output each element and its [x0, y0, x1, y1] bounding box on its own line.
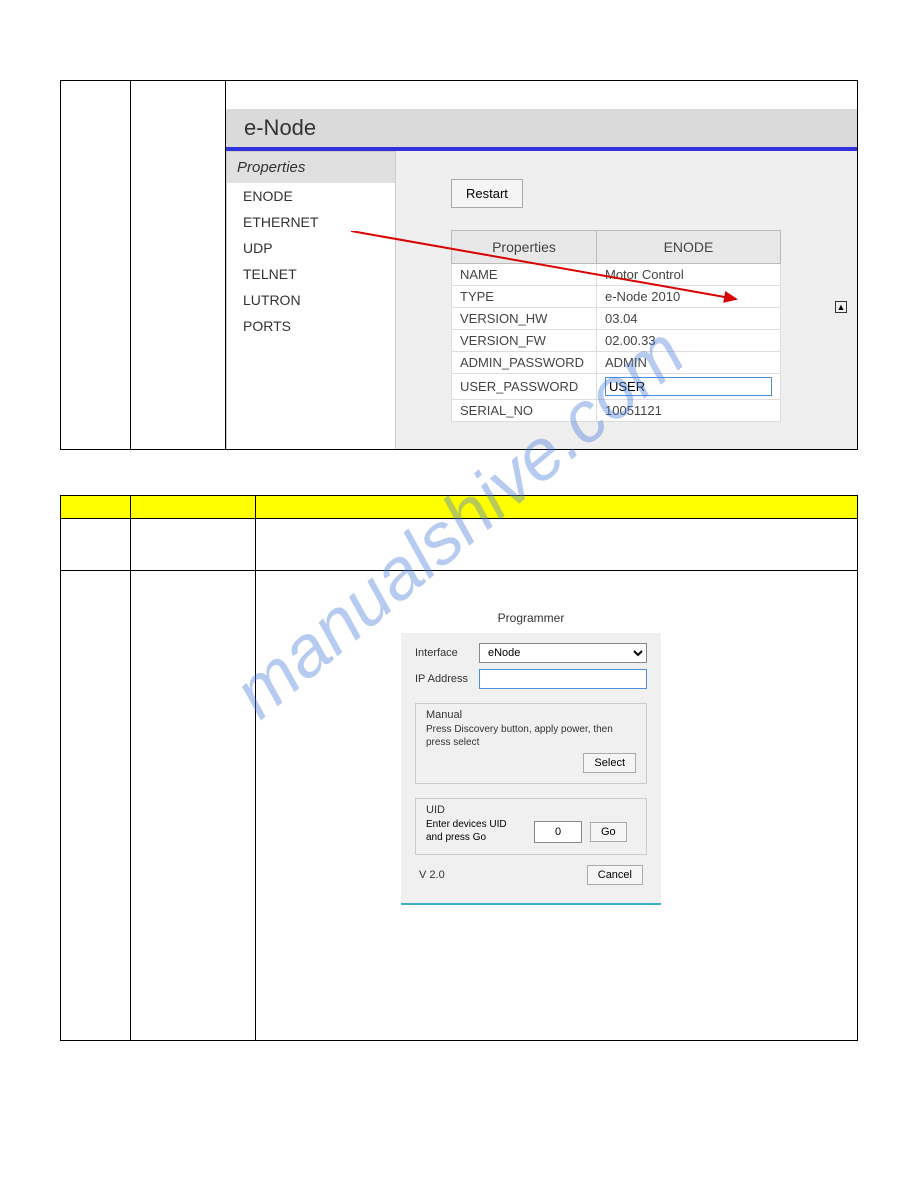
interface-label: Interface	[415, 647, 479, 659]
panel2-r1-c3	[256, 519, 857, 570]
sidebar-item-udp[interactable]: UDP	[227, 235, 395, 261]
uid-legend: UID	[426, 804, 636, 816]
restart-button[interactable]: Restart	[451, 179, 523, 208]
firmware-expand-icon[interactable]: ▲	[835, 301, 847, 313]
yellow-cell-1	[61, 496, 131, 518]
programmer-dialog: Programmer Interface eNode IP Address Ma…	[401, 601, 661, 905]
panel2-row2: Programmer Interface eNode IP Address Ma…	[61, 570, 857, 1040]
prop-cell: SERIAL_NO	[452, 400, 597, 422]
panel2-r1-c2	[131, 519, 256, 570]
yellow-cell-3	[256, 496, 857, 518]
table-row: USER_PASSWORD	[452, 374, 781, 400]
main-area: Restart Properties ENODE NAMEMotor Contr…	[396, 151, 857, 449]
sidebar-item-enode[interactable]: ENODE	[227, 183, 395, 209]
bottom-panel: Programmer Interface eNode IP Address Ma…	[60, 495, 858, 1041]
properties-sidebar: Properties ENODE ETHERNET UDP TELNET LUT…	[226, 151, 396, 449]
prop-cell: ADMIN_PASSWORD	[452, 352, 597, 374]
user-password-input[interactable]	[605, 377, 772, 396]
prop-cell: VERSION_FW	[452, 330, 597, 352]
yellow-header-row	[61, 496, 857, 518]
manual-text: Press Discovery button, apply power, the…	[426, 724, 636, 749]
panel1-col2	[131, 81, 226, 449]
panel2-row1	[61, 518, 857, 570]
val-cell: 10051121	[597, 400, 781, 422]
val-cell: ADMIN	[597, 352, 781, 374]
table-row: TYPEe-Node 2010	[452, 286, 781, 308]
uid-fieldset: UID Enter devices UID and press Go Go	[415, 798, 647, 855]
sidebar-item-ports[interactable]: PORTS	[227, 313, 395, 339]
val-cell: 02.00.33	[597, 330, 781, 352]
interface-select[interactable]: eNode	[479, 643, 647, 663]
uid-input[interactable]	[534, 821, 582, 843]
panel1-col1	[61, 81, 131, 449]
sidebar-item-telnet[interactable]: TELNET	[227, 261, 395, 287]
val-cell: 03.04	[597, 308, 781, 330]
panel2-r2-c1	[61, 571, 131, 1040]
sidebar-item-lutron[interactable]: LUTRON	[227, 287, 395, 313]
sidebar-item-ethernet[interactable]: ETHERNET	[227, 209, 395, 235]
enode-banner: e-Node	[226, 109, 857, 151]
val-cell: Motor Control	[597, 264, 781, 286]
go-button[interactable]: Go	[590, 822, 627, 842]
version-label: V 2.0	[419, 869, 445, 881]
cancel-button[interactable]: Cancel	[587, 865, 643, 885]
top-panel: e-Node Properties ENODE ETHERNET UDP TEL…	[60, 80, 858, 450]
dialog-title: Programmer	[401, 601, 661, 633]
uid-text: Enter devices UID and press Go	[426, 819, 526, 844]
prop-cell: VERSION_HW	[452, 308, 597, 330]
prop-cell: TYPE	[452, 286, 597, 308]
ip-label: IP Address	[415, 673, 479, 685]
panel2-r1-c1	[61, 519, 131, 570]
prop-cell: USER_PASSWORD	[452, 374, 597, 400]
val-cell: e-Node 2010	[597, 286, 781, 308]
table-row: ADMIN_PASSWORDADMIN	[452, 352, 781, 374]
table-row: SERIAL_NO10051121	[452, 400, 781, 422]
yellow-cell-2	[131, 496, 256, 518]
manual-fieldset: Manual Press Discovery button, apply pow…	[415, 703, 647, 784]
table-row: VERSION_FW02.00.33	[452, 330, 781, 352]
panel2-r2-c3: Programmer Interface eNode IP Address Ma…	[256, 571, 857, 1040]
sidebar-header: Properties	[227, 152, 395, 183]
ip-address-input[interactable]	[479, 669, 647, 689]
manual-legend: Manual	[426, 709, 636, 721]
table-head-properties: Properties	[452, 231, 597, 264]
table-head-enode: ENODE	[597, 231, 781, 264]
prop-cell: NAME	[452, 264, 597, 286]
panel2-r2-c2	[131, 571, 256, 1040]
table-row: VERSION_HW03.04	[452, 308, 781, 330]
select-button[interactable]: Select	[583, 753, 636, 773]
properties-table: Properties ENODE NAMEMotor Control TYPEe…	[451, 230, 781, 422]
panel1-screenshot: e-Node Properties ENODE ETHERNET UDP TEL…	[226, 81, 857, 449]
table-row: NAMEMotor Control	[452, 264, 781, 286]
